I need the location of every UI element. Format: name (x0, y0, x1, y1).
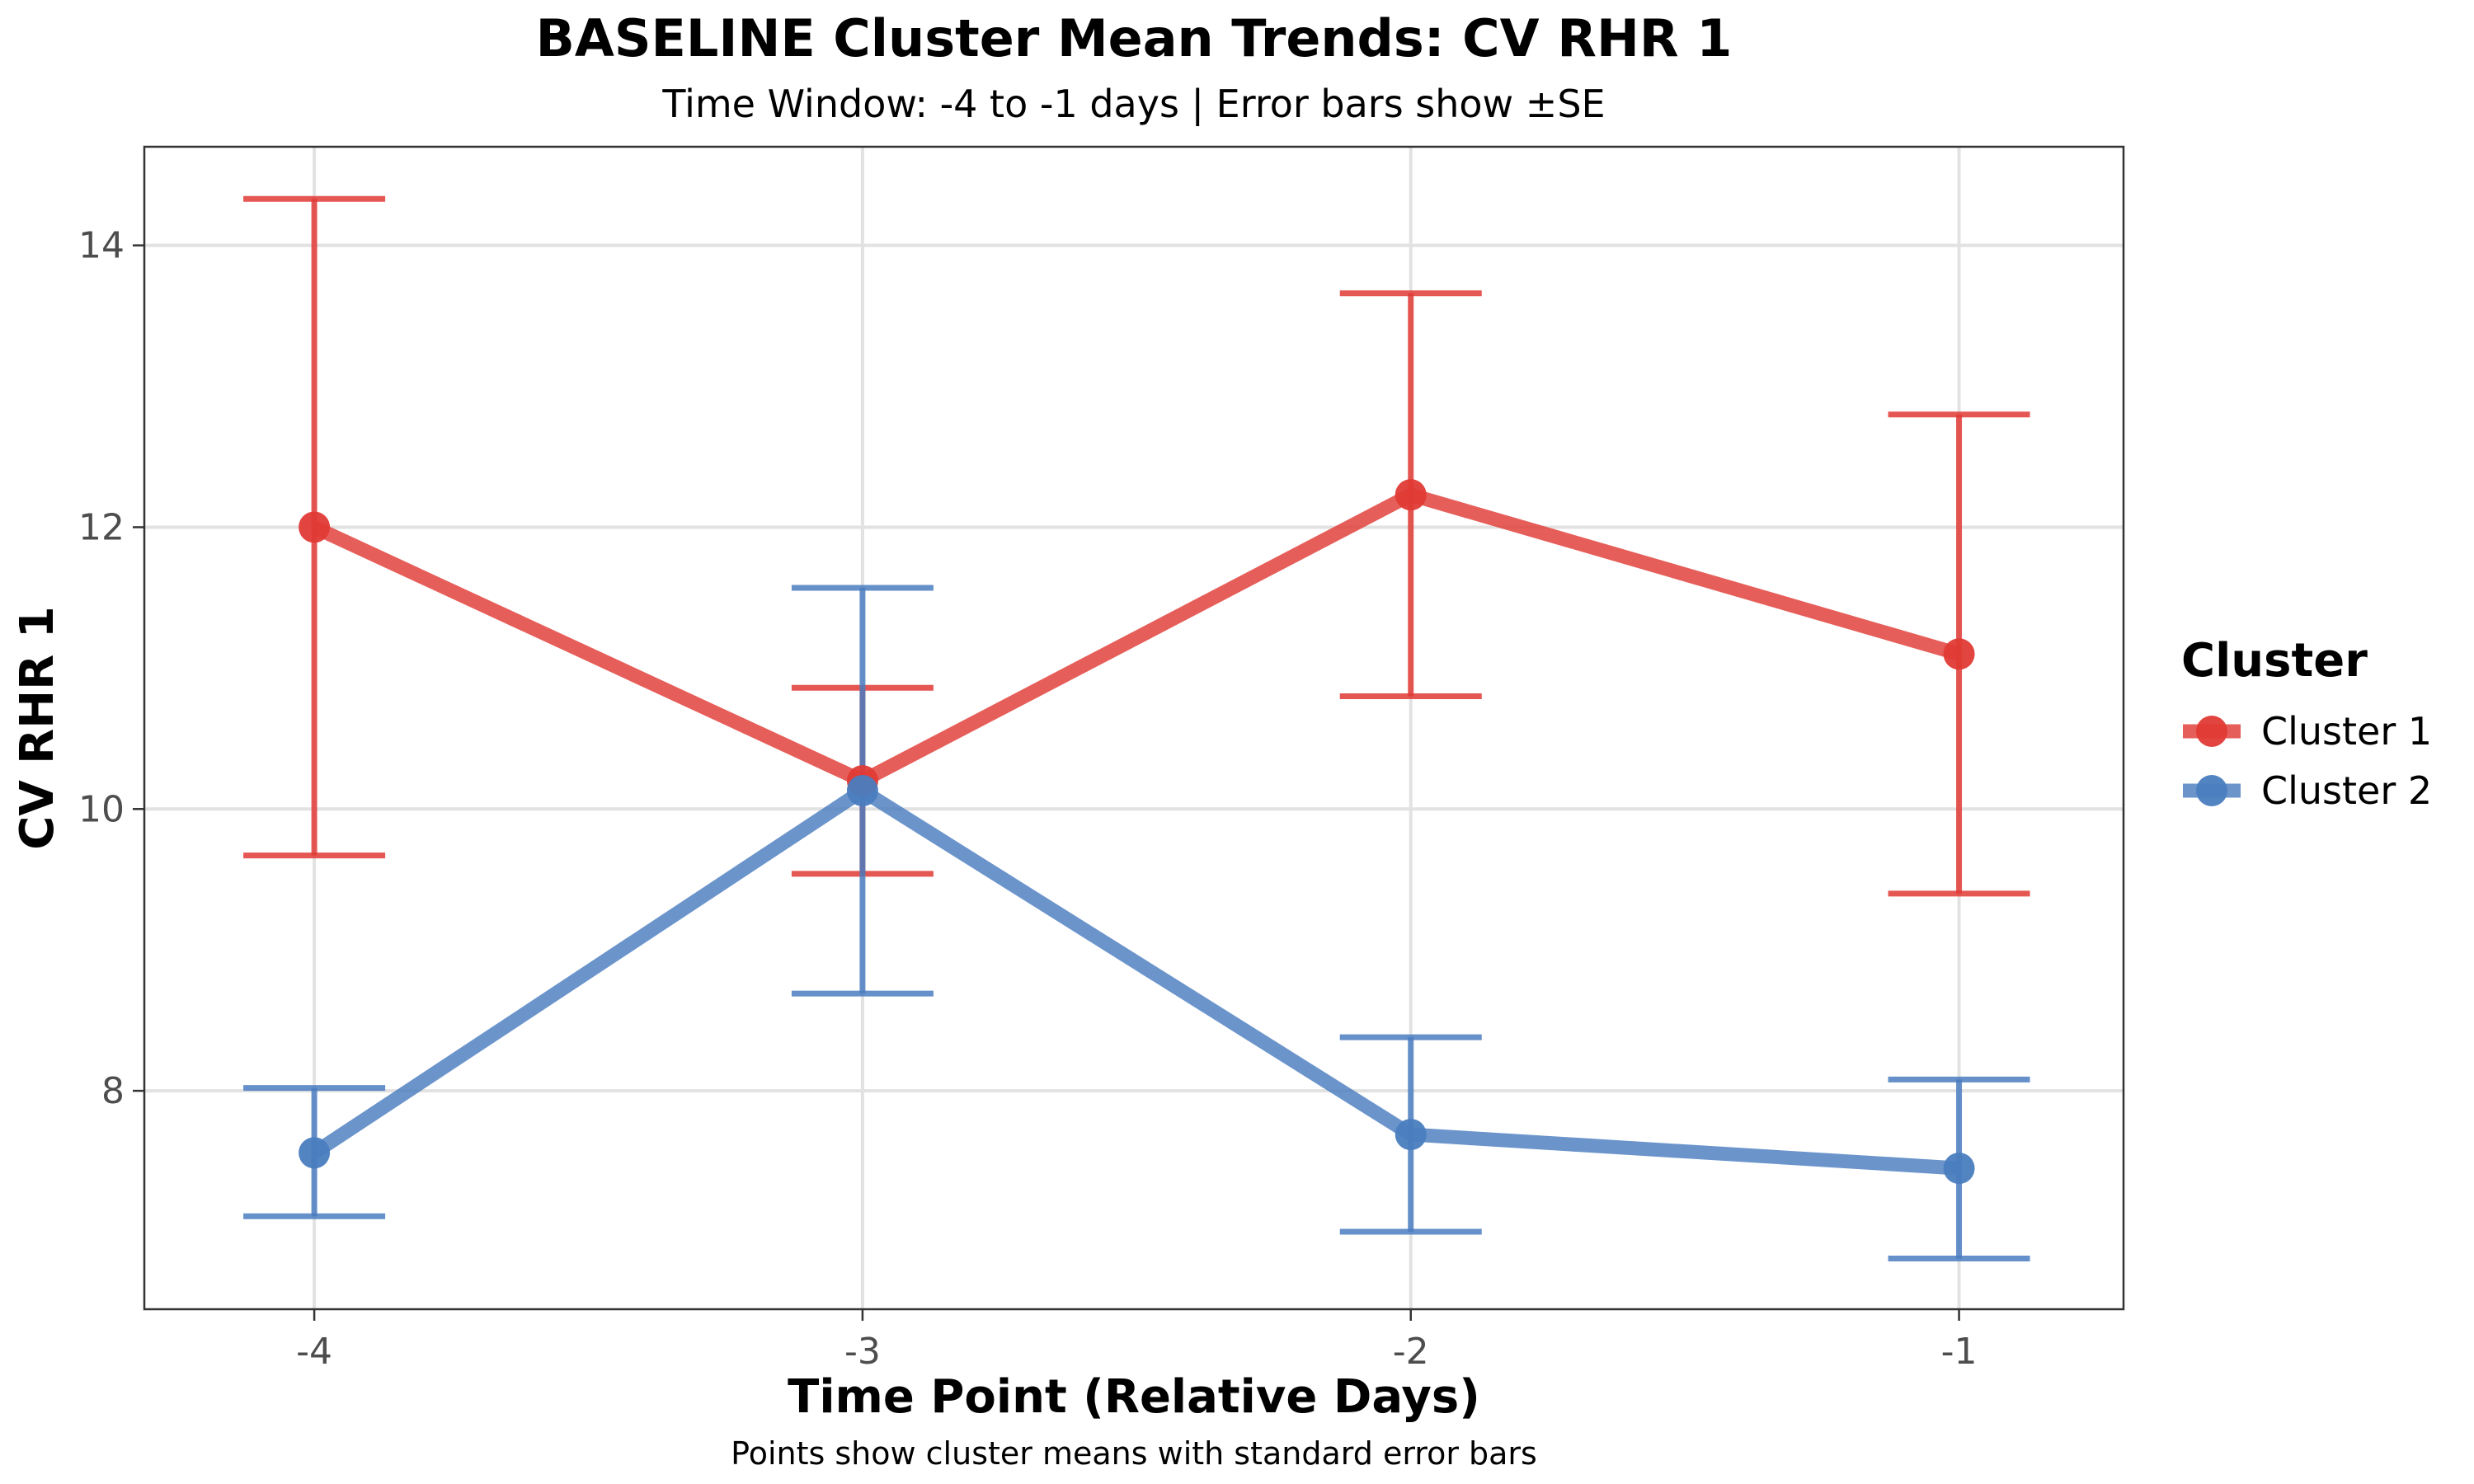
legend: Cluster Cluster 1 Cluster 2 (2181, 634, 2432, 813)
legend-label: Cluster 1 (2261, 709, 2432, 754)
data-point (1943, 638, 1975, 670)
chart-title: BASELINE Cluster Mean Trends: CV RHR 1 (536, 8, 1733, 68)
data-point (846, 775, 878, 807)
legend-items: Cluster 1 Cluster 2 (2183, 709, 2432, 813)
series-line (311, 487, 1961, 788)
legend-key-point (2196, 775, 2227, 806)
y-axis-ticks: 8 10 12 14 (78, 225, 144, 1112)
data-point (1395, 479, 1427, 511)
x-tick-label: -4 (296, 1331, 332, 1373)
data-point (1395, 1119, 1427, 1151)
chart-subtitle: Time Window: -4 to -1 days | Error bars … (661, 82, 1605, 127)
line-layer (310, 487, 1961, 1176)
data-point (299, 1137, 331, 1169)
series-line (310, 783, 1960, 1176)
plot-border (143, 145, 2125, 1311)
x-axis-title: Time Point (Relative Days) (788, 1370, 1480, 1424)
data-point (299, 511, 331, 543)
y-axis-title: CV RHR 1 (11, 606, 64, 850)
y-tick-label: 14 (78, 225, 125, 267)
point-layer (299, 479, 1975, 1185)
x-tick-label: -3 (844, 1331, 881, 1373)
legend-key-point (2196, 716, 2227, 747)
data-point (1943, 1153, 1975, 1185)
x-axis-ticks: -4 -3 -2 -1 (296, 1309, 1977, 1373)
y-tick-label: 12 (78, 506, 125, 548)
x-tick-label: -2 (1393, 1331, 1429, 1373)
y-tick-label: 8 (101, 1070, 125, 1112)
legend-label: Cluster 2 (2261, 768, 2432, 813)
legend-title: Cluster (2181, 634, 2368, 688)
y-tick-label: 10 (78, 788, 125, 830)
plot-panel (144, 147, 2124, 1309)
chart-caption: Points show cluster means with standard … (731, 1435, 1537, 1472)
x-tick-label: -1 (1941, 1331, 1978, 1373)
